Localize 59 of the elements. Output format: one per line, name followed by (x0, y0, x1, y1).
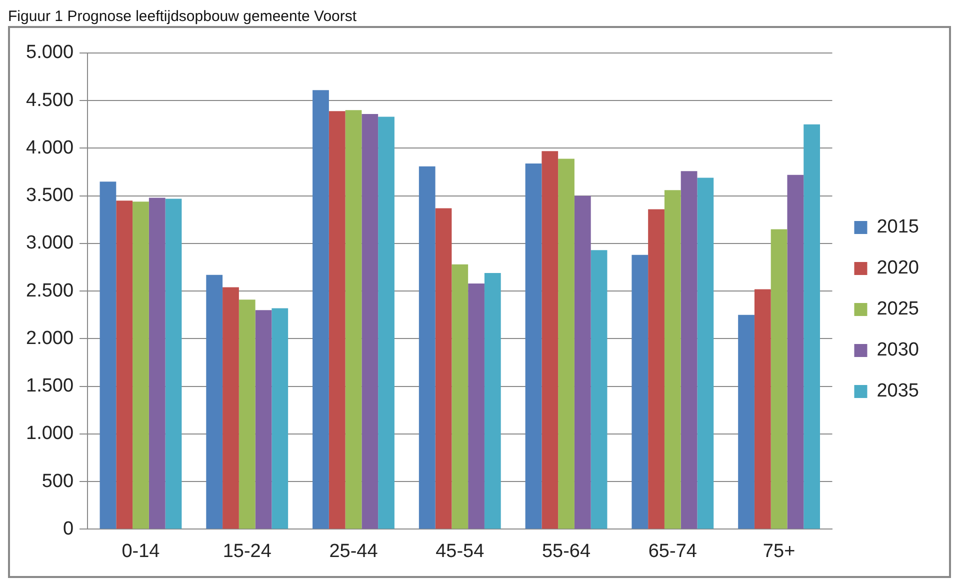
bar (787, 174, 804, 529)
bar (100, 182, 116, 529)
y-tick-label: 3.500 (26, 185, 74, 206)
bar (525, 163, 542, 529)
bar (378, 116, 394, 529)
bar (345, 110, 362, 529)
x-tick-label: 65-74 (648, 540, 698, 562)
bar (272, 308, 288, 529)
y-tick-label: 4.000 (26, 137, 74, 158)
y-tick-label: 1.500 (26, 376, 74, 397)
y-tick-label: 3.000 (26, 232, 74, 254)
legend-label: 2020 (876, 258, 920, 279)
bar (558, 158, 574, 529)
bar (770, 229, 788, 529)
y-tick-label: 2.500 (26, 280, 74, 302)
bar (574, 196, 591, 529)
y-tick-label: 2.000 (26, 328, 74, 349)
bar (738, 314, 754, 529)
y-tick-label: 4.500 (26, 90, 74, 111)
bar (590, 250, 608, 529)
x-tick-label: 45-54 (436, 540, 485, 562)
chart-title: Figuur 1 Prognose leeftijdsopbouw gemeente Voorst (8, 8, 358, 26)
y-tick-label: 500 (42, 470, 74, 492)
x-tick-label: 0-14 (122, 540, 160, 562)
bar (632, 254, 648, 529)
x-tick-label: 55-64 (542, 540, 591, 562)
bar (206, 274, 223, 529)
bar (132, 202, 149, 529)
x-tick-label: 25-44 (329, 540, 378, 562)
bar (648, 209, 664, 529)
bar (116, 200, 133, 529)
bar (312, 90, 329, 529)
y-tick-label: 5.000 (26, 42, 74, 64)
y-tick-label: 1.000 (26, 423, 74, 444)
bar (222, 287, 239, 529)
bar (468, 283, 484, 529)
bar (148, 198, 166, 529)
legend-label: 2035 (876, 380, 920, 402)
bar (165, 198, 182, 529)
bar (452, 264, 468, 529)
legend-label: 2015 (876, 216, 920, 238)
bar (255, 310, 272, 529)
bar (435, 208, 452, 529)
bar (238, 300, 256, 529)
legend-label: 2025 (876, 298, 920, 320)
x-tick-label: 15-24 (222, 540, 272, 562)
x-tick-label: 75+ (762, 540, 796, 562)
bar (664, 190, 681, 529)
bar (680, 171, 698, 529)
bar (484, 273, 501, 529)
bar (542, 151, 558, 529)
legend-label: 2030 (876, 340, 920, 361)
bar (328, 111, 346, 529)
bar (418, 166, 436, 529)
bar (804, 124, 820, 529)
bar (697, 178, 714, 529)
bar (754, 289, 771, 529)
y-tick-label: 0 (62, 518, 74, 540)
bar (362, 114, 378, 529)
